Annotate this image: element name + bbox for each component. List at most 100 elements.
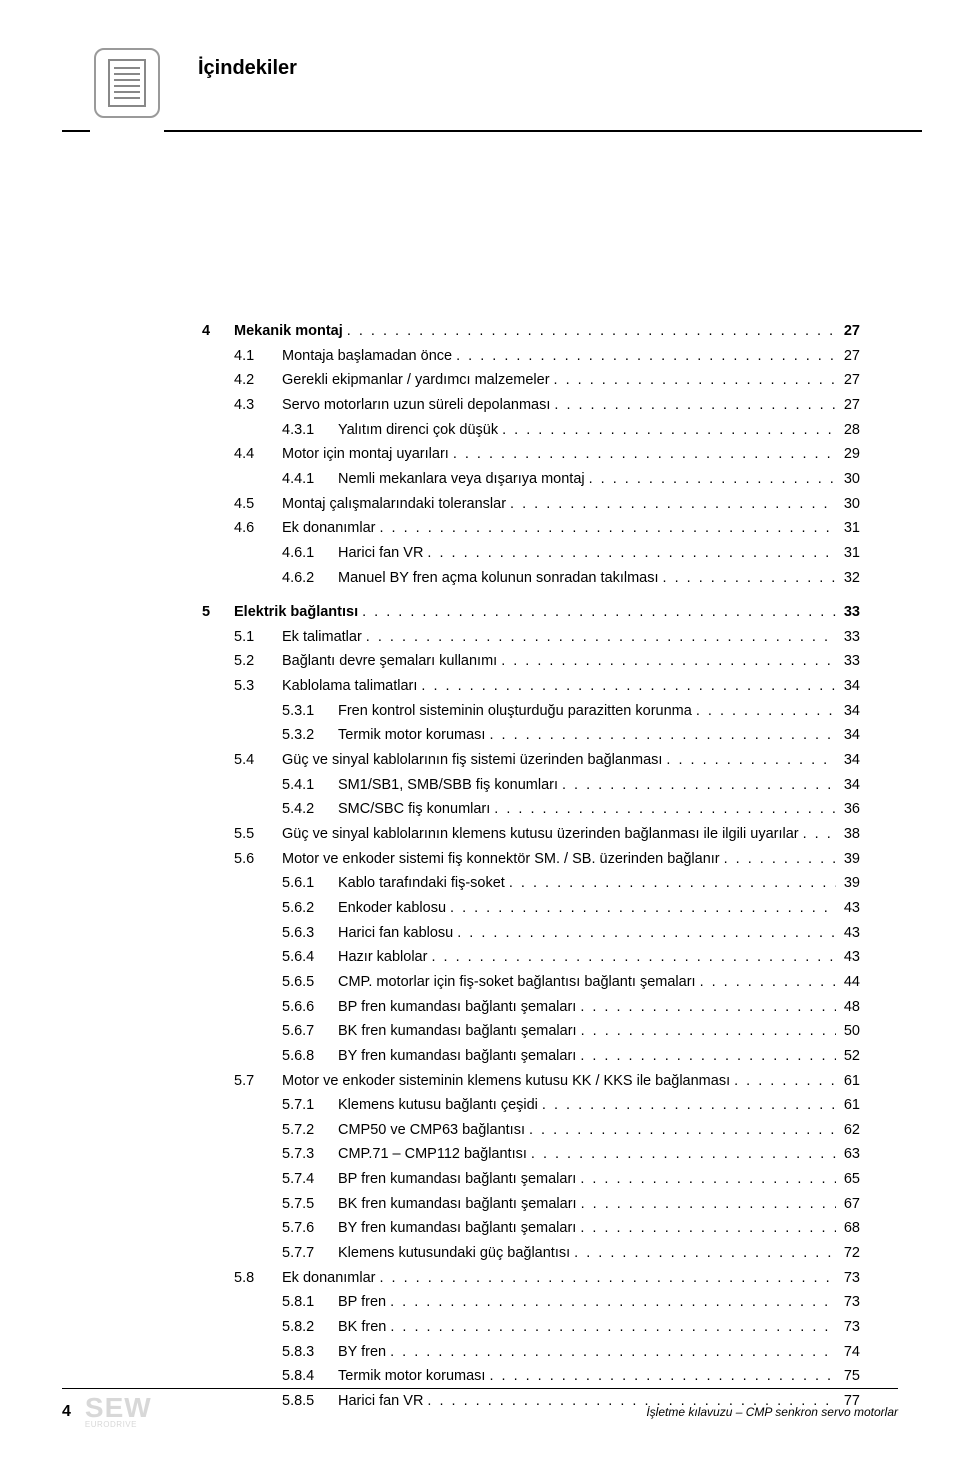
toc-leader-dots: . . . . . . . . . . . . . . . . . . . . … — [799, 823, 836, 845]
toc-title: CMP.71 – CMP112 bağlantısı — [338, 1143, 527, 1165]
toc-row: 5.4.2SMC/SBC fiş konumları. . . . . . . … — [202, 798, 860, 820]
toc-leader-dots: . . . . . . . . . . . . . . . . . . . . … — [343, 320, 836, 342]
toc-number: 5.3.1 — [282, 700, 338, 722]
toc-page: 27 — [836, 345, 860, 367]
toc-leader-dots: . . . . . . . . . . . . . . . . . . . . … — [550, 394, 836, 416]
toc-page: 72 — [836, 1242, 860, 1264]
toc-title: BY fren kumandası bağlantı şemaları — [338, 1217, 576, 1239]
toc-title: Hazır kablolar — [338, 946, 427, 968]
toc-title: Yalıtım direnci çok düşük — [338, 419, 498, 441]
toc-row: 5.6.8BY fren kumandası bağlantı şemaları… — [202, 1045, 860, 1067]
toc-row: 5.8Ek donanımlar. . . . . . . . . . . . … — [202, 1267, 860, 1289]
toc-title: BY fren — [338, 1341, 386, 1363]
toc-number: 4.6 — [234, 517, 282, 539]
toc-title: Motor için montaj uyarıları — [282, 443, 449, 465]
toc-page: 34 — [836, 774, 860, 796]
toc-title: BY fren kumandası bağlantı şemaları — [338, 1045, 576, 1067]
toc-leader-dots: . . . . . . . . . . . . . . . . . . . . … — [576, 1168, 836, 1190]
toc-leader-dots: . . . . . . . . . . . . . . . . . . . . … — [577, 1193, 836, 1215]
toc-row: 5.5Güç ve sinyal kablolarının klemens ku… — [202, 823, 860, 845]
toc-row: 4.6.1Harici fan VR. . . . . . . . . . . … — [202, 542, 860, 564]
toc-page: 39 — [836, 872, 860, 894]
toc-number: 5.7.3 — [282, 1143, 338, 1165]
toc-leader-dots: . . . . . . . . . . . . . . . . . . . . … — [423, 542, 836, 564]
toc-number: 5.7.1 — [282, 1094, 338, 1116]
toc-page: 52 — [836, 1045, 860, 1067]
toc-row: 5.7.2CMP50 ve CMP63 bağlantısı. . . . . … — [202, 1119, 860, 1141]
toc-row: 5.6.4Hazır kablolar. . . . . . . . . . .… — [202, 946, 860, 968]
toc-number: 5.6 — [234, 848, 282, 870]
toc-page: 43 — [836, 946, 860, 968]
toc-leader-dots: . . . . . . . . . . . . . . . . . . . . … — [585, 468, 836, 490]
toc-page: 31 — [836, 542, 860, 564]
toc-number: 5.6.2 — [282, 897, 338, 919]
toc-page: 36 — [836, 798, 860, 820]
toc-row: 5.7.4BP fren kumandası bağlantı şemaları… — [202, 1168, 860, 1190]
toc-number: 5.2 — [234, 650, 282, 672]
toc-leader-dots: . . . . . . . . . . . . . . . . . . . . … — [558, 774, 836, 796]
toc-page: 73 — [836, 1267, 860, 1289]
toc-row: 5.6Motor ve enkoder sistemi fiş konnektö… — [202, 848, 860, 870]
toc-page: 63 — [836, 1143, 860, 1165]
toc-row: 5.6.1Kablo tarafındaki fiş-soket. . . . … — [202, 872, 860, 894]
toc-number: 5.8.2 — [282, 1316, 338, 1338]
toc-number: 5.3 — [234, 675, 282, 697]
toc-title: Harici fan kablosu — [338, 922, 453, 944]
toc-title: Mekanik montaj — [234, 320, 343, 342]
toc-title: CMP. motorlar için fiş-soket bağlantısı … — [338, 971, 696, 993]
toc-leader-dots: . . . . . . . . . . . . . . . . . . . . … — [576, 996, 836, 1018]
toc-page: 34 — [836, 724, 860, 746]
toc-leader-dots: . . . . . . . . . . . . . . . . . . . . … — [497, 650, 836, 672]
toc-row: 5.7.3CMP.71 – CMP112 bağlantısı. . . . .… — [202, 1143, 860, 1165]
toc-leader-dots: . . . . . . . . . . . . . . . . . . . . … — [527, 1143, 836, 1165]
toc-number: 5.8 — [234, 1267, 282, 1289]
toc-title: Montaj çalışmalarındaki toleranslar — [282, 493, 506, 515]
toc-page: 28 — [836, 419, 860, 441]
toc-number: 4.2 — [234, 369, 282, 391]
toc-title: Bağlantı devre şemaları kullanımı — [282, 650, 497, 672]
toc-leader-dots: . . . . . . . . . . . . . . . . . . . . … — [525, 1119, 836, 1141]
toc-row: 5.8.1BP fren. . . . . . . . . . . . . . … — [202, 1291, 860, 1313]
document-icon-lines — [108, 59, 146, 107]
toc-page: 29 — [836, 443, 860, 465]
toc-page: 43 — [836, 922, 860, 944]
toc-row: 4.3.1Yalıtım direnci çok düşük. . . . . … — [202, 419, 860, 441]
toc-title: SMC/SBC fiş konumları — [338, 798, 490, 820]
toc-page: 38 — [836, 823, 860, 845]
toc-page: 32 — [836, 567, 860, 589]
toc-leader-dots: . . . . . . . . . . . . . . . . . . . . … — [730, 1070, 836, 1092]
toc-number: 4 — [202, 320, 234, 342]
toc-page: 39 — [836, 848, 860, 870]
toc-title: Ek donanımlar — [282, 517, 376, 539]
logo-main: SEW — [85, 1395, 152, 1420]
toc-row: 5.6.5CMP. motorlar için fiş-soket bağlan… — [202, 971, 860, 993]
toc-number: 4.3 — [234, 394, 282, 416]
toc-leader-dots: . . . . . . . . . . . . . . . . . . . . … — [386, 1291, 836, 1313]
toc-page: 27 — [836, 369, 860, 391]
toc-leader-dots: . . . . . . . . . . . . . . . . . . . . … — [550, 369, 836, 391]
toc-leader-dots: . . . . . . . . . . . . . . . . . . . . … — [376, 1267, 837, 1289]
toc-row: 5.6.3Harici fan kablosu. . . . . . . . .… — [202, 922, 860, 944]
toc-title: Güç ve sinyal kablolarının klemens kutus… — [282, 823, 799, 845]
toc-leader-dots: . . . . . . . . . . . . . . . . . . . . … — [506, 493, 836, 515]
toc-number: 4.6.2 — [282, 567, 338, 589]
toc-title: BP fren — [338, 1291, 386, 1313]
toc-leader-dots: . . . . . . . . . . . . . . . . . . . . … — [659, 567, 836, 589]
toc-row: 5.8.4Termik motor koruması. . . . . . . … — [202, 1365, 860, 1387]
toc-title: Montaja başlamadan önce — [282, 345, 452, 367]
toc-title: Güç ve sinyal kablolarının fiş sistemi ü… — [282, 749, 662, 771]
toc-row: 4Mekanik montaj. . . . . . . . . . . . .… — [202, 320, 860, 342]
toc-leader-dots: . . . . . . . . . . . . . . . . . . . . … — [696, 971, 836, 993]
toc-number: 5.8.4 — [282, 1365, 338, 1387]
toc-number: 5.8.1 — [282, 1291, 338, 1313]
toc-number: 5.7.2 — [282, 1119, 338, 1141]
toc-page: 31 — [836, 517, 860, 539]
toc-row: 4.3Servo motorların uzun süreli depolanm… — [202, 394, 860, 416]
toc-row: 5.6.2Enkoder kablosu. . . . . . . . . . … — [202, 897, 860, 919]
toc-title: BK fren kumandası bağlantı şemaları — [338, 1020, 577, 1042]
toc-row: 5.3.1Fren kontrol sisteminin oluşturduğu… — [202, 700, 860, 722]
toc-row: 4.1Montaja başlamadan önce. . . . . . . … — [202, 345, 860, 367]
toc-number: 4.6.1 — [282, 542, 338, 564]
toc-leader-dots: . . . . . . . . . . . . . . . . . . . . … — [452, 345, 836, 367]
toc-title: SM1/SB1, SMB/SBB fiş konumları — [338, 774, 558, 796]
